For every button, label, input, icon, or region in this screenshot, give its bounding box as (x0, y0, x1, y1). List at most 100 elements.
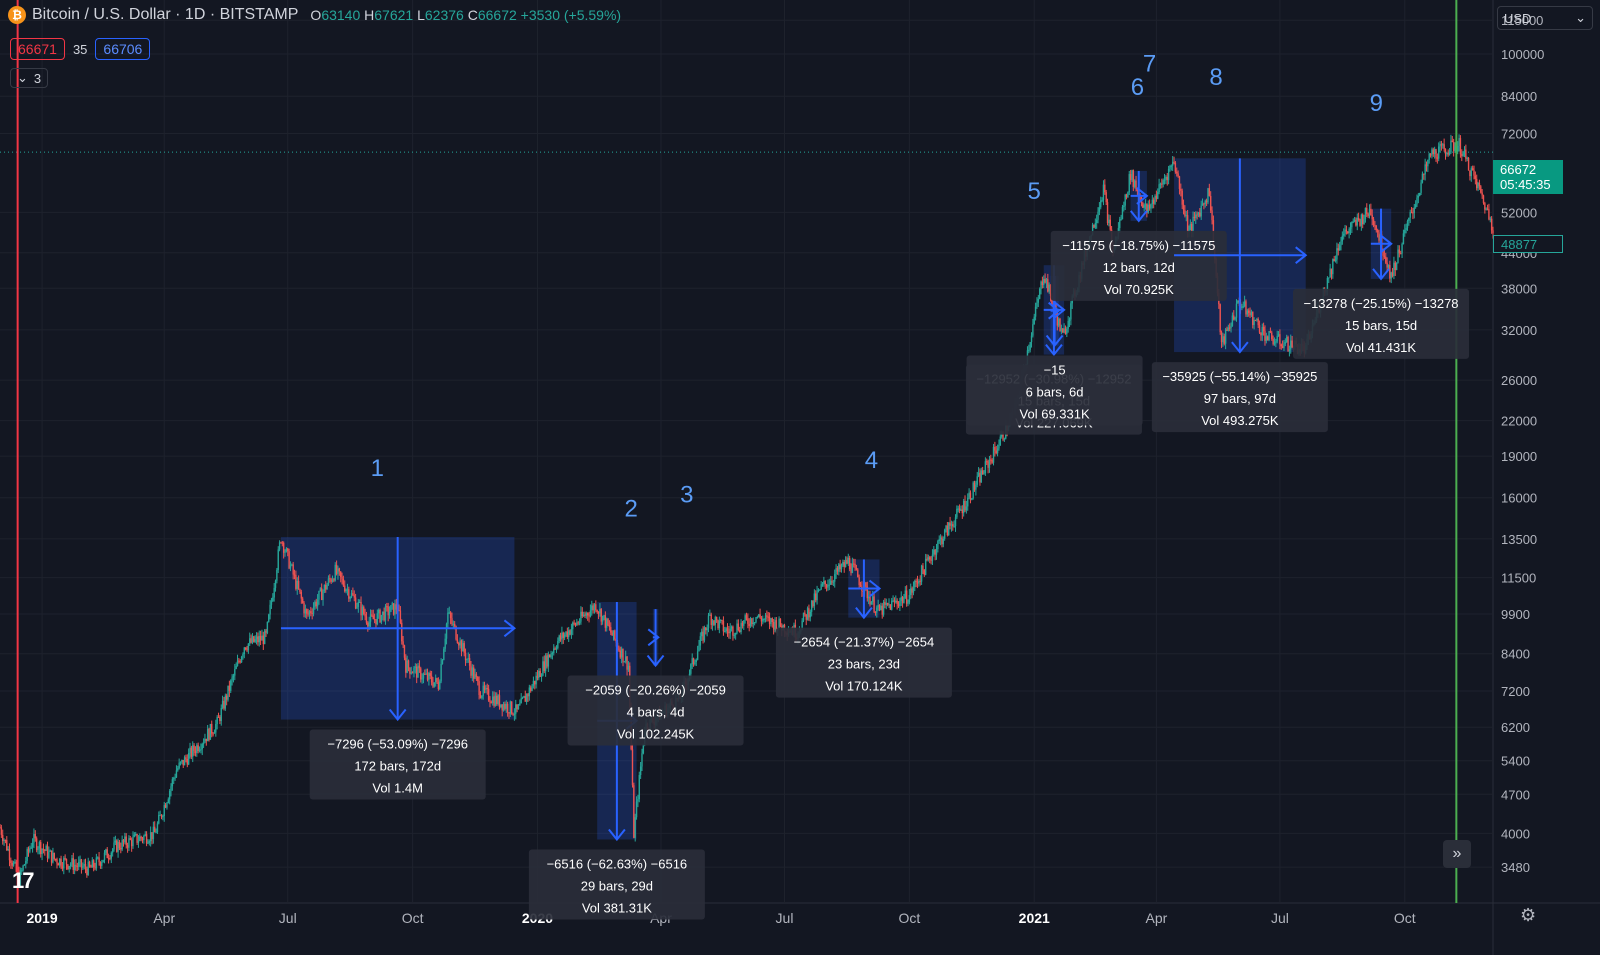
candle-body (823, 581, 825, 584)
candle-body (236, 660, 239, 666)
candle-body (439, 681, 441, 690)
candle-body (827, 584, 829, 588)
candle-body (819, 589, 821, 591)
candle-body (563, 634, 566, 638)
arrow-down-icon (1045, 334, 1064, 348)
candle-body (912, 587, 915, 593)
candle-body (481, 695, 483, 698)
candle-body (1136, 188, 1139, 192)
candle-body (67, 864, 69, 869)
candle-body (1477, 182, 1479, 189)
candle-body (1409, 212, 1411, 218)
measurement-label-box (775, 627, 952, 698)
measurement-label-text: −13278 (−25.15%) −13278 (1303, 296, 1458, 311)
candle-body (186, 759, 189, 765)
candle-body (406, 660, 408, 673)
candle-body (99, 862, 102, 866)
candle-body (154, 826, 156, 833)
candle-body (546, 655, 548, 667)
candle-body (501, 704, 503, 711)
candle-body (1353, 219, 1356, 222)
y-tick-label: 6200 (1501, 720, 1530, 735)
candle-body (60, 858, 62, 867)
candle-body (1235, 303, 1238, 318)
candle-body (714, 617, 716, 625)
candle-body (1181, 190, 1183, 205)
candle-body (595, 604, 597, 611)
candle-body (1443, 144, 1445, 150)
candle-body (479, 694, 482, 698)
candle-body (243, 647, 246, 655)
candle-body (725, 628, 727, 632)
candle-body (843, 562, 845, 567)
candle-body (1201, 203, 1204, 206)
candle-body (808, 608, 810, 618)
candle-body (1266, 336, 1269, 341)
tradingview-logo[interactable]: 17 (12, 868, 35, 893)
candle-body (607, 618, 609, 626)
candle-body (980, 470, 983, 483)
candle-body (1340, 241, 1342, 246)
candle-body (994, 447, 996, 451)
symbol-title[interactable]: Bitcoin / U.S. Dollar · 1D · BITSTAMP (32, 6, 299, 23)
candle-body (160, 814, 163, 818)
candle-body (923, 570, 926, 575)
candle-body (395, 604, 398, 610)
candle-body (1056, 314, 1059, 326)
scroll-to-realtime-button[interactable]: » (1443, 840, 1471, 868)
buy-price-button[interactable]: 66706 (95, 38, 151, 60)
measurement-label-box (309, 729, 486, 800)
candle-body (881, 605, 883, 615)
candle-body (596, 610, 598, 612)
y-tick-label: 19000 (1501, 449, 1537, 464)
candle-body (882, 601, 885, 615)
candle-body (1106, 202, 1109, 224)
currency-select[interactable]: USD ⌄ (1497, 6, 1593, 30)
candle-body (724, 631, 726, 633)
candle-body (839, 564, 841, 570)
candle-body (303, 602, 305, 614)
wave-count-label: 9 (1370, 90, 1383, 117)
candle-body (167, 799, 170, 803)
candle-body (1421, 173, 1424, 183)
candle-body (282, 542, 285, 553)
candle-body (1200, 205, 1202, 217)
candle-body (1284, 342, 1287, 344)
candle-body (295, 575, 297, 589)
candle-body (1467, 157, 1470, 171)
candle-body (810, 600, 813, 612)
candle-body (411, 672, 414, 674)
wave-count-label: 1 (371, 455, 384, 482)
candle-body (15, 861, 17, 872)
candle-body (314, 601, 316, 608)
candle-body (413, 667, 415, 673)
candle-body (213, 732, 216, 734)
candle-body (1272, 338, 1274, 345)
arrow-down-icon (1045, 343, 1063, 357)
settings-gear-icon[interactable]: ⚙ (1520, 905, 1537, 925)
open-label: O (310, 7, 322, 23)
candle-body (1352, 221, 1354, 223)
candle-body (471, 667, 474, 676)
candle-body (1419, 192, 1421, 196)
indicators-toggle[interactable]: ⌄ 3 (10, 68, 49, 88)
candle-body (1476, 178, 1478, 189)
chevron-down-icon: ⌄ (1575, 10, 1586, 25)
candle-body (1254, 320, 1257, 322)
candle-body (1128, 174, 1130, 193)
candle-body (992, 447, 995, 463)
candle-body (510, 701, 513, 714)
candle-body (870, 601, 873, 605)
candle-body (764, 615, 767, 619)
candle-body (377, 609, 380, 614)
y-tick-label: 32000 (1501, 323, 1537, 338)
candle-body (116, 840, 118, 852)
candle-body (23, 864, 26, 866)
candle-body (1158, 184, 1160, 193)
sell-price-button[interactable]: 66671 (10, 38, 65, 60)
measurement-label-text: −2654 (−21.37%) −2654 (794, 635, 935, 650)
candle-body (1261, 327, 1263, 336)
candle-body (1458, 138, 1460, 147)
candle-body (1233, 315, 1235, 320)
